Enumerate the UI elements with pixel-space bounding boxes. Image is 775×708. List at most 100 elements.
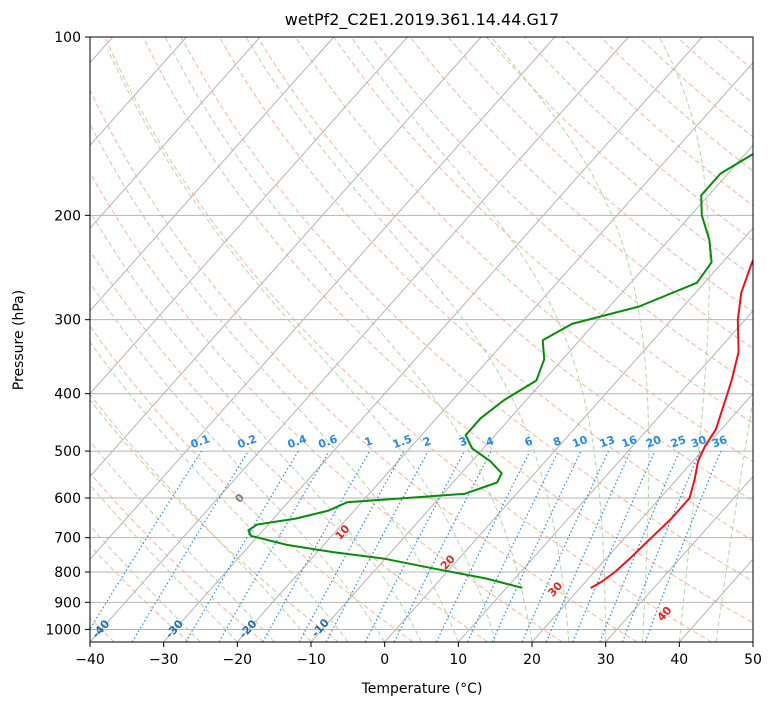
y-tick-label: 900 [54,595,81,611]
x-tick-label: −20 [223,652,253,668]
y-axis-ticks: 100 200 300 400 500 600 700 800 900 1000 [45,30,90,638]
mixing-ratio-label: 10 [570,433,589,451]
dry-adiabat-line [295,37,753,463]
y-tick-label: 800 [54,565,81,581]
x-tick-label: 0 [380,652,389,668]
x-tick-label: 20 [523,652,541,668]
mixing-ratio-line [599,450,681,642]
dry-adiabat-line [600,37,753,172]
mixing-ratio-line [435,450,531,642]
mixing-ratio-label: 1 [363,434,375,449]
mixing-ratio-line [90,450,202,630]
moist-adiabats [90,37,753,642]
y-tick-label: 500 [54,444,81,460]
sounding-series [247,152,753,589]
isotherm-line [90,37,335,312]
y-tick-label: 700 [54,531,81,547]
dry-adiabat-line [90,544,190,642]
dry-adiabat-label: 40 [655,604,675,624]
moist-adiabat-line [90,281,386,642]
dry-adiabat-line [90,399,339,642]
dry-adiabat-line [104,37,712,642]
chart-title: wetPf2_C2E1.2019.361.14.44.G17 [285,10,559,30]
dry-adiabat-line [714,37,753,71]
dry-adiabat-line [218,37,753,542]
mixing-ratio-label: 0.1 [189,432,212,451]
dry-adiabat-line [638,37,753,138]
mixing-ratio-label: 13 [598,433,617,450]
mixing-ratio-label: 16 [620,433,639,451]
dry-adiabat-line [180,37,753,583]
moist-adiabat-line [90,122,459,642]
dry-adiabat-line [371,37,753,387]
isotherm-line [531,392,753,642]
mixing-ratio-line [545,450,632,642]
moist-adiabat-line [90,210,422,642]
dry-adiabat-line [142,37,753,624]
y-tick-label: 600 [54,491,81,507]
moist-adiabat-line [491,37,650,642]
y-tick-label: 400 [54,387,81,403]
dry-adiabat-line [562,37,753,207]
x-tick-label: −40 [75,652,105,668]
mixing-ratio-line [572,450,656,642]
mixing-ratio-line [393,450,492,642]
dry-adiabat-line [90,89,638,642]
mixing-ratio-line [466,450,559,642]
dry-adiabats [90,37,753,642]
x-axis-ticks: −40 −30 −20 −10 0 10 20 30 40 50 [75,642,762,668]
isotherm-line [90,37,482,478]
dry-adiabat-line [90,472,264,642]
mixing-ratio-line [298,450,405,642]
mixing-ratio-line [131,450,249,642]
y-tick-label: 300 [54,313,81,329]
isotherm-line [90,37,629,642]
mixing-ratio-label: 3 [457,434,469,449]
x-tick-label: 40 [670,652,688,668]
isotherm-line [90,37,261,229]
y-axis-label: Pressure (hPa) [11,290,27,390]
y-tick-label: 200 [54,208,81,224]
moist-adiabat-line [90,341,349,642]
mixing-ratio-line [644,450,722,642]
moist-adiabat-line [658,37,711,642]
moist-adiabat-line [107,49,496,642]
moist-adiabat-line [350,37,607,642]
dry-adiabat-line [409,37,753,350]
x-tick-label: −30 [149,652,179,668]
isotherm-line [236,61,753,642]
moist-adiabat-line [715,397,753,642]
mixing-ratio-label: 2 [421,434,433,449]
mixing-ratio-label: 36 [710,433,729,451]
isotherm-line [384,227,753,642]
mixing-ratio-label: 0.4 [286,432,309,451]
isotherm-grid [90,37,753,642]
isotherm-line [90,37,556,560]
mixing-ratio-line [218,450,330,642]
y-tick-label: 100 [54,30,81,46]
mixing-ratio-line [491,450,582,642]
dry-adiabat-line [90,250,488,642]
dry-adiabat-line [257,37,753,502]
mixing-ratio-line [621,450,701,642]
mixing-ratio-label: 25 [669,433,688,450]
mixing-ratio-label: 0.2 [236,432,259,451]
moist-adiabat-line [90,440,275,642]
mixing-ratio-lines [90,450,722,642]
mixing-ratio-label: 30 [689,433,708,451]
dry-adiabat-line [447,37,753,313]
mixing-ratio-line [325,450,429,642]
mixing-ratio-line [521,450,610,642]
isotherm-line [90,37,408,395]
dry-adiabat-line [676,37,753,104]
isotherm-line [90,37,187,147]
dry-adiabat-label: 10 [333,522,353,542]
isotherm-line [163,37,703,642]
mixing-ratio-label: 8 [551,434,563,449]
moist-adiabat-line [90,393,312,642]
isotherm-line [310,144,753,642]
x-tick-label: 30 [597,652,615,668]
isotherm-line [457,310,753,642]
mixing-ratio-line [185,450,299,642]
isotherm-line [752,641,753,642]
